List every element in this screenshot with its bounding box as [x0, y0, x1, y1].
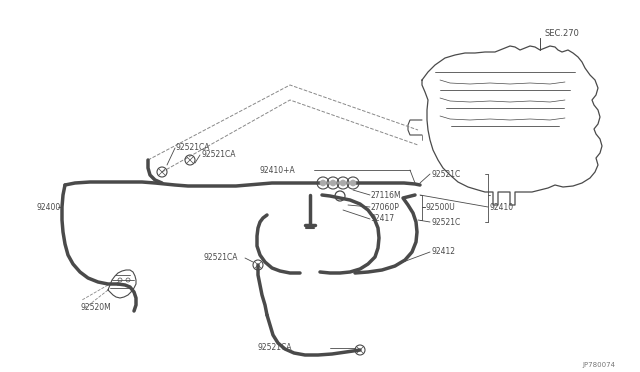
- Text: JP780074: JP780074: [582, 362, 615, 368]
- Circle shape: [340, 180, 346, 186]
- Text: 92417: 92417: [371, 214, 395, 222]
- Text: 92410: 92410: [490, 202, 514, 212]
- Text: 27116M: 27116M: [371, 190, 402, 199]
- Text: 27060P: 27060P: [371, 202, 400, 212]
- Text: 92400: 92400: [36, 202, 60, 212]
- Circle shape: [320, 180, 326, 186]
- Text: 92521CA: 92521CA: [258, 343, 292, 353]
- Text: 92521CA: 92521CA: [201, 150, 236, 158]
- Text: 92412: 92412: [432, 247, 456, 257]
- Text: SEC.270: SEC.270: [545, 29, 580, 38]
- Text: 92521C: 92521C: [432, 218, 461, 227]
- Text: 92500U: 92500U: [426, 202, 456, 212]
- Text: 92410+A: 92410+A: [260, 166, 296, 174]
- Text: 92521CA: 92521CA: [204, 253, 239, 263]
- Text: 92520M: 92520M: [80, 304, 111, 312]
- Circle shape: [350, 180, 356, 186]
- Text: 92521CA: 92521CA: [176, 142, 211, 151]
- Text: 92521C: 92521C: [432, 170, 461, 179]
- Circle shape: [330, 180, 336, 186]
